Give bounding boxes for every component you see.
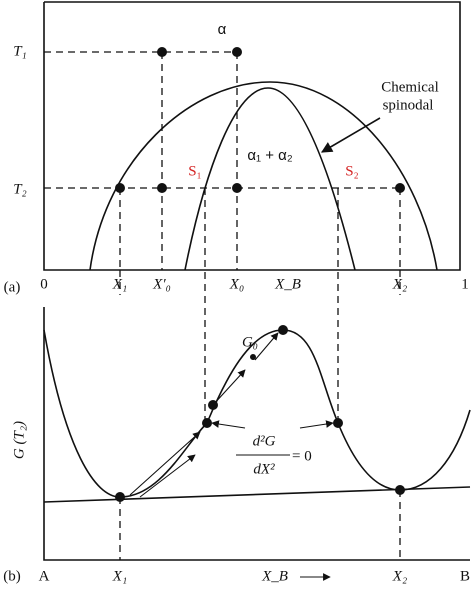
fraction-num: d²G xyxy=(253,433,276,449)
alpha-label: α xyxy=(218,21,227,38)
x-label: X₂ xyxy=(392,568,407,584)
points-a xyxy=(115,47,405,193)
frame-a xyxy=(43,1,461,271)
x-label: X₁ xyxy=(112,276,127,292)
fraction-eq: = 0 xyxy=(292,448,312,464)
x-label: X₁ xyxy=(112,568,127,584)
panel-a-lines xyxy=(43,1,461,423)
panel-b-tag: (b) xyxy=(3,568,21,584)
frame-b xyxy=(43,307,470,561)
s1-label: S₁ xyxy=(188,163,202,179)
spinodal-label: spinodal xyxy=(383,97,434,113)
miscibility-gap xyxy=(89,81,438,271)
points-b xyxy=(115,325,405,502)
dashes-a xyxy=(44,51,401,423)
x-label: X_B xyxy=(274,276,301,292)
x-label: X_B xyxy=(261,568,288,584)
y-label: G (T₂) xyxy=(11,421,27,459)
panel-b-lines xyxy=(43,307,471,581)
x-label: X₂ xyxy=(392,276,407,292)
x-label: 1 xyxy=(461,276,469,292)
common-tangent xyxy=(43,486,471,503)
t1-label: T₁ xyxy=(13,43,27,59)
panel-a-tag: (a) xyxy=(4,279,21,295)
g0-label: G₀ xyxy=(242,334,258,350)
x-label: 0 xyxy=(40,276,48,292)
x-label: X₀ xyxy=(229,276,244,292)
fraction-den: dX² xyxy=(253,461,275,477)
s2-label: S₂ xyxy=(345,163,359,179)
t2-label: T₂ xyxy=(13,181,27,197)
x-label: B xyxy=(460,568,470,584)
spinodal-curve xyxy=(184,87,356,271)
spinodal-label: Chemical xyxy=(381,79,438,95)
two-phase-label: α₁ + α₂ xyxy=(247,147,292,164)
spinodal-arrow xyxy=(321,117,381,153)
x-label: X′₀ xyxy=(152,276,171,292)
x-label: A xyxy=(39,568,50,584)
